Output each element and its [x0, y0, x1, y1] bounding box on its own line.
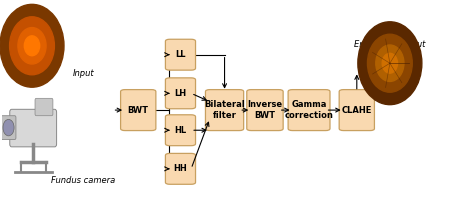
Circle shape — [9, 17, 55, 75]
FancyBboxPatch shape — [1, 116, 16, 140]
FancyBboxPatch shape — [165, 78, 196, 109]
Text: LH: LH — [174, 89, 187, 98]
FancyBboxPatch shape — [339, 90, 374, 131]
Circle shape — [18, 27, 46, 64]
Circle shape — [3, 119, 14, 136]
FancyBboxPatch shape — [10, 109, 56, 147]
Text: Bilateral
filter: Bilateral filter — [204, 100, 245, 120]
Circle shape — [358, 22, 422, 105]
Text: CLAHE: CLAHE — [342, 106, 372, 115]
FancyBboxPatch shape — [120, 90, 156, 131]
Text: HH: HH — [173, 164, 187, 173]
Text: Input: Input — [73, 69, 94, 78]
Text: BWT: BWT — [128, 106, 149, 115]
Circle shape — [376, 45, 404, 82]
Text: HL: HL — [174, 126, 187, 135]
FancyBboxPatch shape — [165, 153, 196, 184]
FancyBboxPatch shape — [165, 39, 196, 70]
FancyBboxPatch shape — [288, 90, 330, 131]
Circle shape — [24, 36, 40, 56]
FancyBboxPatch shape — [165, 115, 196, 146]
Text: Fundus camera: Fundus camera — [51, 176, 115, 185]
Circle shape — [367, 34, 412, 92]
Circle shape — [382, 53, 398, 73]
Text: Gamma
correction: Gamma correction — [284, 100, 334, 120]
FancyBboxPatch shape — [247, 90, 283, 131]
Text: Enhanced output: Enhanced output — [354, 40, 426, 49]
Circle shape — [0, 4, 64, 87]
Text: Inverse
BWT: Inverse BWT — [247, 100, 283, 120]
FancyBboxPatch shape — [35, 98, 53, 116]
FancyBboxPatch shape — [205, 90, 244, 131]
Text: LL: LL — [175, 50, 186, 59]
